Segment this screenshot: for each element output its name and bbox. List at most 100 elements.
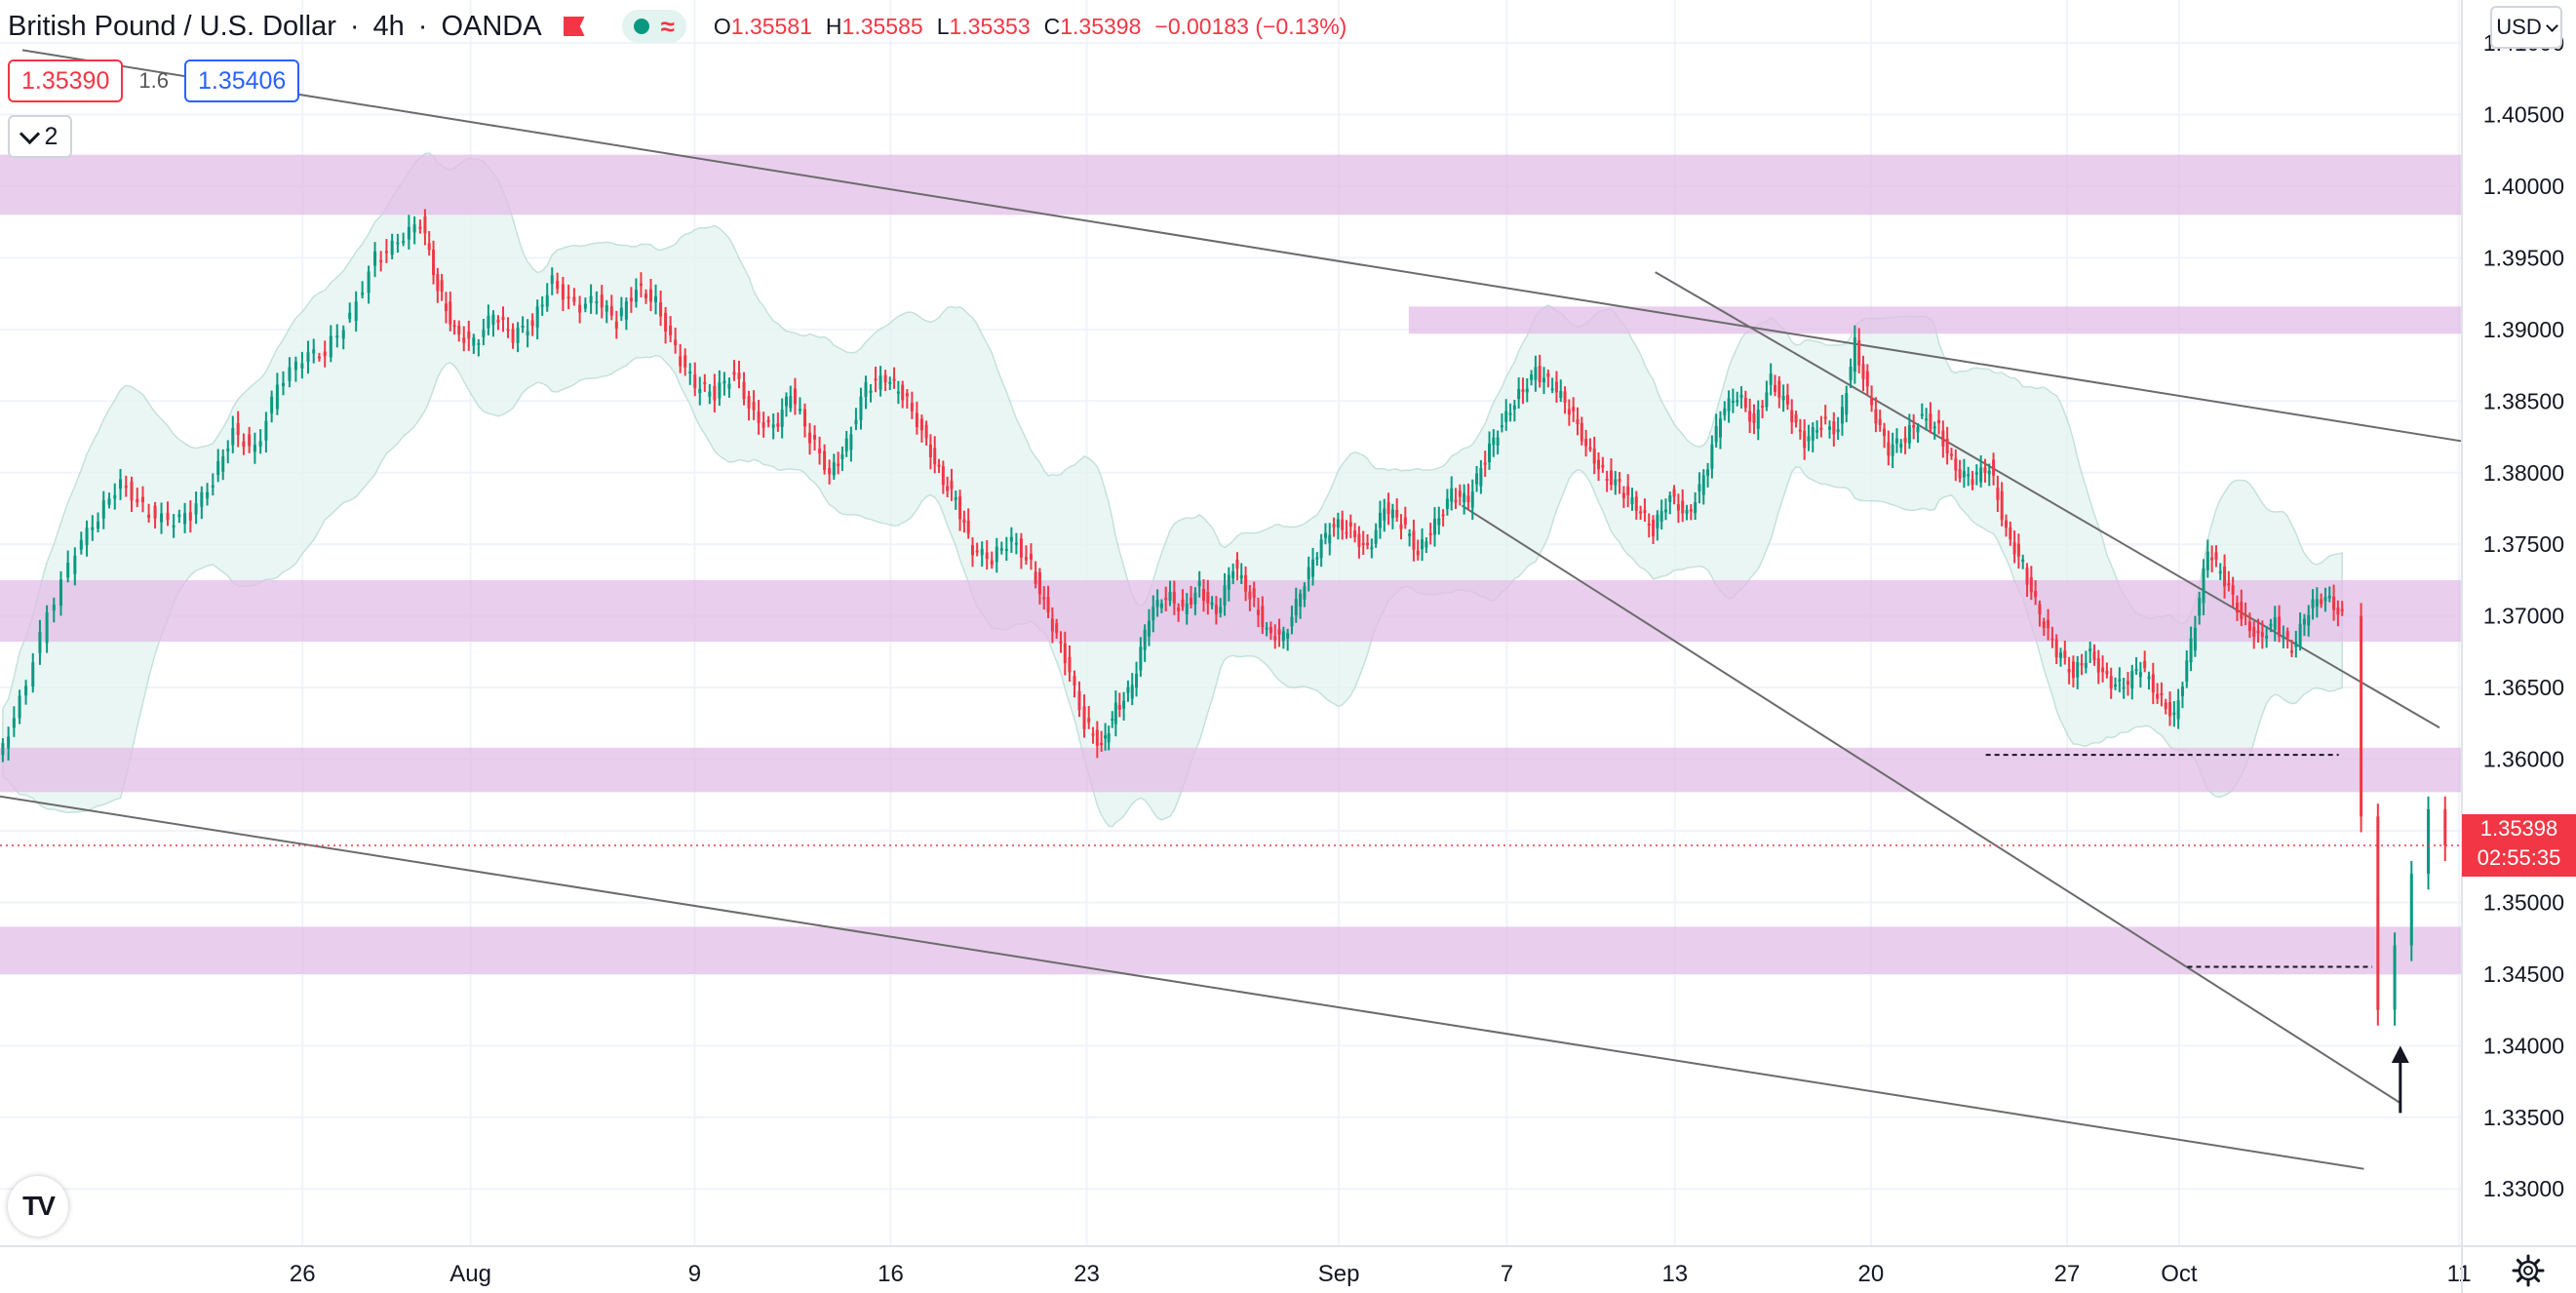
candle-body <box>2067 668 2071 673</box>
candle-body <box>45 611 49 644</box>
candle-body <box>545 294 549 307</box>
y-tick-label: 1.35000 <box>2483 889 2564 915</box>
candle-body <box>511 329 515 343</box>
candle-body <box>1290 616 1294 627</box>
bollinger-fill <box>2 152 2343 828</box>
candle-body <box>722 380 726 384</box>
candle-body <box>823 451 827 471</box>
candle-body <box>634 289 638 302</box>
y-tick-label: 1.33500 <box>2483 1105 2564 1130</box>
indicators-toggle[interactable]: 2 <box>8 115 72 158</box>
candle-body <box>1483 462 1487 465</box>
candle-body <box>1903 437 1907 443</box>
candle-body <box>2282 636 2285 639</box>
candle-body <box>1091 733 1095 736</box>
candle-body <box>1345 531 1348 534</box>
candle-body <box>2180 686 2184 696</box>
candle-body <box>910 403 914 411</box>
candle-body <box>1294 599 1298 616</box>
candle-body <box>2118 679 2122 682</box>
candle-body <box>1113 702 1117 725</box>
candle-body <box>119 479 123 490</box>
x-tick-label: 7 <box>1501 1261 1513 1287</box>
candle-body <box>1235 560 1239 569</box>
candle-body <box>2231 585 2235 595</box>
candle-body <box>1958 469 1962 479</box>
candle-body <box>980 548 984 556</box>
candle-body <box>177 514 181 518</box>
candle-body <box>995 546 998 563</box>
candle-body <box>1672 489 1676 497</box>
candle-body <box>1190 597 1193 605</box>
candle-body <box>1883 428 1887 437</box>
candle-body <box>1949 453 1953 456</box>
ohlc-open-value: 1.35581 <box>730 13 812 39</box>
candle-body <box>624 301 628 320</box>
candle-body <box>1303 586 1307 600</box>
candle-body <box>2311 599 2315 608</box>
interval-label[interactable]: 4h <box>372 10 405 42</box>
candle-body <box>153 505 157 519</box>
candle-body <box>1399 524 1403 529</box>
candle-body <box>24 686 28 696</box>
currency-select[interactable]: USD <box>2490 6 2562 49</box>
candle-body <box>2034 591 2038 598</box>
candle-body <box>1865 371 1869 387</box>
candle-body <box>1408 533 1412 536</box>
candle-body <box>1286 633 1290 639</box>
tradingview-logo-icon[interactable]: TV <box>8 1176 68 1236</box>
candle-body <box>1252 588 1256 598</box>
candle-body <box>572 296 576 302</box>
candle-body <box>556 280 560 290</box>
candle-body <box>1361 542 1365 545</box>
flag-icon[interactable] <box>563 17 585 36</box>
candle-body <box>990 560 994 566</box>
status-pill[interactable]: ≈ <box>621 10 686 43</box>
candle-body <box>2256 630 2260 634</box>
candle-body <box>1597 459 1601 470</box>
candle-body <box>1177 607 1181 611</box>
candle-body <box>2114 685 2118 687</box>
candle-body <box>1441 514 1445 517</box>
wave-icon: ≈ <box>660 11 675 41</box>
zone-rect <box>0 926 2462 974</box>
candle-body <box>859 396 863 420</box>
candle-body <box>1050 618 1054 632</box>
trendlines <box>0 49 2463 1170</box>
symbol-name[interactable]: British Pound / U.S. Dollar <box>8 10 336 42</box>
candle-body <box>2278 616 2282 637</box>
candle-body <box>2151 674 2155 693</box>
candle-body <box>600 294 604 308</box>
candle-body <box>1932 426 1936 429</box>
sell-button[interactable]: 1.35390 <box>8 59 124 102</box>
candle-body <box>1685 509 1689 514</box>
candle-body <box>306 352 310 363</box>
candle-body <box>367 271 371 294</box>
candle-body <box>1068 656 1072 673</box>
candle-body <box>595 300 599 303</box>
x-tick-label: Oct <box>2161 1261 2198 1287</box>
candle-body <box>869 390 873 394</box>
candle-body <box>1894 438 1898 444</box>
ohlc-high-value: 1.35585 <box>841 13 923 39</box>
candle-body <box>535 306 539 328</box>
candle-body <box>1811 427 1815 441</box>
candle-body <box>52 605 56 611</box>
candle-body <box>2315 599 2319 607</box>
buy-button[interactable]: 1.35406 <box>183 59 300 102</box>
candle-body <box>1916 426 1920 433</box>
candle-body <box>141 496 145 502</box>
candle-body <box>2210 557 2214 561</box>
candle-body <box>2126 681 2129 686</box>
ohlc-close-key: C <box>1043 13 1061 39</box>
candle-body <box>130 481 134 501</box>
candle-body <box>501 316 505 320</box>
candle-body <box>38 632 42 653</box>
candle-body <box>854 419 858 425</box>
ohlc-low-value: 1.35353 <box>949 13 1031 39</box>
candle-body <box>506 329 510 332</box>
gear-icon[interactable] <box>2511 1253 2546 1288</box>
candle-body <box>172 525 176 528</box>
candle-body <box>1336 519 1340 528</box>
